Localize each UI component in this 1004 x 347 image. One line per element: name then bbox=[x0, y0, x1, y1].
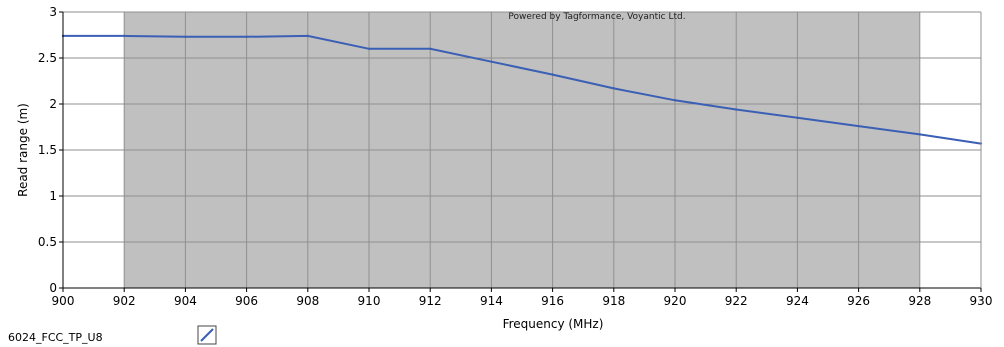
y-tick-label: 0 bbox=[49, 281, 57, 295]
x-tick-label: 912 bbox=[419, 294, 442, 308]
x-tick-label: 908 bbox=[296, 294, 319, 308]
data-point bbox=[612, 87, 615, 90]
data-point bbox=[306, 34, 309, 38]
data-point bbox=[184, 35, 187, 39]
series-line-0 bbox=[63, 34, 982, 145]
data-point bbox=[673, 99, 677, 102]
y-tick-label: 2.5 bbox=[38, 51, 57, 65]
data-point bbox=[551, 73, 554, 76]
y-axis-title: Read range (m) bbox=[16, 103, 30, 197]
x-axis-title: Frequency (MHz) bbox=[503, 317, 604, 331]
data-point bbox=[245, 35, 248, 39]
x-tick-label: 902 bbox=[113, 294, 136, 308]
x-tick-label: 904 bbox=[174, 294, 197, 308]
x-tick-label: 930 bbox=[970, 294, 993, 308]
data-point bbox=[796, 116, 799, 120]
data-point bbox=[918, 133, 921, 136]
y-tick-label: 0.5 bbox=[38, 235, 57, 249]
x-tick-label: 922 bbox=[725, 294, 748, 308]
y-tick-label: 3 bbox=[49, 5, 57, 19]
data-point bbox=[490, 60, 493, 63]
x-tick-label: 900 bbox=[52, 294, 75, 308]
x-tick-label: 926 bbox=[847, 294, 870, 308]
x-tick-label: 914 bbox=[480, 294, 503, 308]
x-tick-label: 906 bbox=[235, 294, 258, 308]
x-tick-label: 910 bbox=[358, 294, 381, 308]
legend-series-swatch[interactable] bbox=[197, 325, 217, 345]
x-tick-label: 918 bbox=[602, 294, 625, 308]
watermark-text: Powered by Tagformance, Voyantic Ltd. bbox=[508, 12, 685, 22]
x-tick-label: 916 bbox=[541, 294, 564, 308]
data-point bbox=[735, 108, 738, 111]
y-tick-label: 1 bbox=[49, 189, 57, 203]
data-point bbox=[429, 47, 432, 50]
y-tick-label: 2 bbox=[49, 97, 57, 111]
y-tick-label: 1.5 bbox=[38, 143, 57, 157]
legend-series-label: 6024_FCC_TP_U8 bbox=[8, 331, 103, 344]
x-tick-label: 924 bbox=[786, 294, 809, 308]
data-point bbox=[123, 34, 126, 38]
data-point bbox=[367, 47, 371, 50]
x-tick-label: 928 bbox=[908, 294, 931, 308]
data-point bbox=[857, 124, 860, 128]
x-tick-label: 920 bbox=[664, 294, 687, 308]
